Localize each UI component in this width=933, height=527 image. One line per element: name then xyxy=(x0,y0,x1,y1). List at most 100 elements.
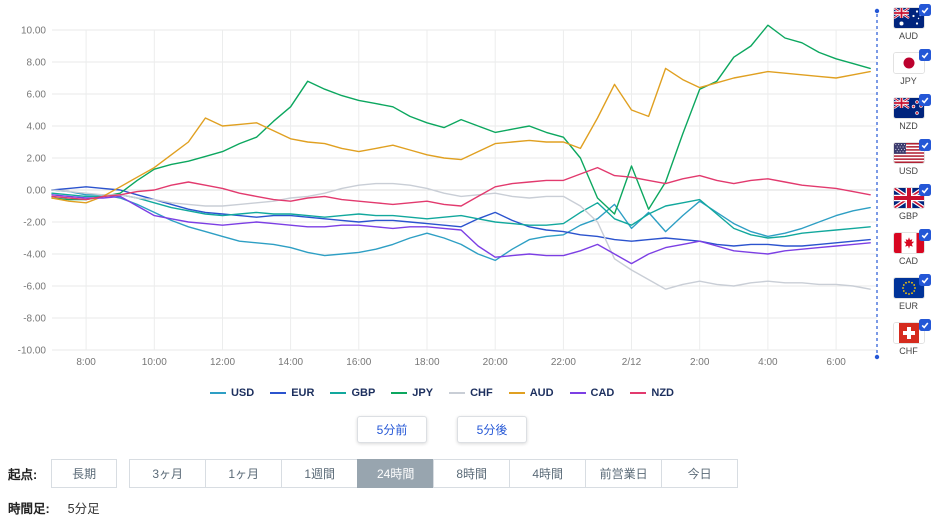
legend-item-eur: EUR xyxy=(270,387,314,399)
flag-chf-icon xyxy=(892,322,925,344)
checkbox-checked-icon[interactable] xyxy=(919,184,931,196)
svg-text:-8.00: -8.00 xyxy=(23,314,46,325)
legend-swatch-nzd xyxy=(630,392,647,394)
currency-toggle-usd[interactable]: USD xyxy=(884,139,933,184)
svg-text:-10.00: -10.00 xyxy=(18,346,47,357)
svg-text:18:00: 18:00 xyxy=(414,357,439,368)
currency-toggle-eur[interactable]: EUR xyxy=(884,274,933,319)
range-option-8-hours[interactable]: 8時間 xyxy=(433,459,511,488)
legend-item-aud: AUD xyxy=(508,387,554,399)
svg-text:2.00: 2.00 xyxy=(27,154,47,165)
main-panel: 10.00 8.00 6.00 4.00 2.00 0.00 -2.00 -4.00 -6.00… xyxy=(0,8,884,516)
range-option-3-months[interactable]: 3ヶ月 xyxy=(129,459,207,488)
legend-label: GBP xyxy=(351,387,376,399)
flag-gbp-icon xyxy=(892,187,925,209)
range-option-previous-business-day[interactable]: 前営業日 xyxy=(585,459,663,488)
svg-text:6.00: 6.00 xyxy=(27,90,47,101)
legend-swatch-gbp xyxy=(330,392,347,394)
range-option-1-week[interactable]: 1週間 xyxy=(281,459,359,488)
svg-text:2:00: 2:00 xyxy=(690,357,710,368)
legend-item-jpy: JPY xyxy=(391,387,433,399)
currency-sidebar: AUD JPY NZD USD GBP CAD EUR CHF xyxy=(884,0,933,527)
currency-code-label: CHF xyxy=(899,346,918,356)
timeframe-label: 時間足: xyxy=(8,502,50,516)
legend-item-usd: USD xyxy=(209,387,255,399)
legend-label: USD xyxy=(230,387,255,399)
svg-text:16:00: 16:00 xyxy=(346,357,371,368)
svg-text:6:00: 6:00 xyxy=(826,357,846,368)
svg-text:14:00: 14:00 xyxy=(278,357,303,368)
svg-text:8:00: 8:00 xyxy=(76,357,96,368)
checkbox-checked-icon[interactable] xyxy=(919,274,931,286)
timeframe-value: 5分足 xyxy=(67,502,100,516)
currency-code-label: AUD xyxy=(898,31,918,41)
flag-nzd-icon xyxy=(892,97,925,119)
flag-usd-icon xyxy=(892,142,925,164)
range-option-long-term[interactable]: 長期 xyxy=(51,459,118,488)
legend-item-chf: CHF xyxy=(449,387,493,399)
currency-code-label: USD xyxy=(898,166,918,176)
legend-swatch-chf xyxy=(449,392,466,394)
step-buttons-row: 5分前 5分後 xyxy=(0,416,884,443)
svg-text:-2.00: -2.00 xyxy=(23,218,46,229)
chart-svg: 10.00 8.00 6.00 4.00 2.00 0.00 -2.00 -4.00 -6.00… xyxy=(18,8,880,368)
currency-code-label: CAD xyxy=(898,256,918,266)
legend-item-cad: CAD xyxy=(569,387,614,399)
legend-label: EUR xyxy=(291,387,315,399)
svg-text:10:00: 10:00 xyxy=(142,357,167,368)
range-buttons: 長期 3ヶ月 1ヶ月 1週間 24時間 8時間 4時間 前営業日 今日 xyxy=(51,459,739,488)
range-option-24-hours[interactable]: 24時間 xyxy=(357,459,435,488)
flag-eur-icon xyxy=(892,277,925,299)
legend-item-gbp: GBP xyxy=(330,387,375,399)
checkbox-checked-icon[interactable] xyxy=(919,319,931,331)
currency-code-label: GBP xyxy=(898,211,918,221)
currency-code-label: EUR xyxy=(898,301,918,311)
currency-toggle-chf[interactable]: CHF xyxy=(884,319,933,364)
svg-text:4:00: 4:00 xyxy=(758,357,778,368)
currency-toggle-nzd[interactable]: NZD xyxy=(884,94,933,139)
legend-swatch-jpy xyxy=(391,392,408,394)
svg-text:22:00: 22:00 xyxy=(551,357,576,368)
svg-text:10.00: 10.00 xyxy=(21,26,46,37)
svg-text:4.00: 4.00 xyxy=(27,122,47,133)
svg-text:12:00: 12:00 xyxy=(210,357,235,368)
legend-swatch-cad xyxy=(569,392,586,394)
legend-item-nzd: NZD xyxy=(630,387,674,399)
five-min-back-button[interactable]: 5分前 xyxy=(357,416,427,443)
range-origin-label: 起点: xyxy=(8,468,38,482)
range-selector-row: 起点: 長期 3ヶ月 1ヶ月 1週間 24時間 8時間 4時間 前営業日 今日 xyxy=(0,459,884,488)
currency-code-label: NZD xyxy=(899,121,918,131)
range-option-1-month[interactable]: 1ヶ月 xyxy=(205,459,283,488)
flag-jpy-icon xyxy=(892,52,925,74)
legend-label: JPY xyxy=(412,387,434,399)
svg-text:0.00: 0.00 xyxy=(27,186,47,197)
currency-strength-chart: 10.00 8.00 6.00 4.00 2.00 0.00 -2.00 -4.00 -6.00… xyxy=(18,8,880,368)
checkbox-checked-icon[interactable] xyxy=(919,49,931,61)
currency-toggle-aud[interactable]: AUD xyxy=(884,4,933,49)
legend-label: AUD xyxy=(529,387,554,399)
checkbox-checked-icon[interactable] xyxy=(919,4,931,16)
svg-text:-6.00: -6.00 xyxy=(23,282,46,293)
flag-cad-icon xyxy=(892,232,925,254)
currency-toggle-cad[interactable]: CAD xyxy=(884,229,933,274)
five-min-forward-button[interactable]: 5分後 xyxy=(457,416,527,443)
legend-label: CHF xyxy=(470,387,493,399)
currency-toggle-gbp[interactable]: GBP xyxy=(884,184,933,229)
currency-code-label: JPY xyxy=(900,76,917,86)
flag-aud-icon xyxy=(892,7,925,29)
legend-swatch-usd xyxy=(209,392,226,394)
checkbox-checked-icon[interactable] xyxy=(919,139,931,151)
svg-text:2/12: 2/12 xyxy=(622,357,642,368)
svg-text:8.00: 8.00 xyxy=(27,58,47,69)
legend-label: NZD xyxy=(651,387,674,399)
chart-legend: USD EUR GBP JPY CHF AUD CAD NZD xyxy=(0,382,884,404)
checkbox-checked-icon[interactable] xyxy=(919,229,931,241)
legend-swatch-eur xyxy=(270,392,287,394)
currency-toggle-jpy[interactable]: JPY xyxy=(884,49,933,94)
checkbox-checked-icon[interactable] xyxy=(919,94,931,106)
svg-text:20:00: 20:00 xyxy=(483,357,508,368)
range-option-4-hours[interactable]: 4時間 xyxy=(509,459,587,488)
range-option-today[interactable]: 今日 xyxy=(661,459,739,488)
legend-swatch-aud xyxy=(508,392,525,394)
